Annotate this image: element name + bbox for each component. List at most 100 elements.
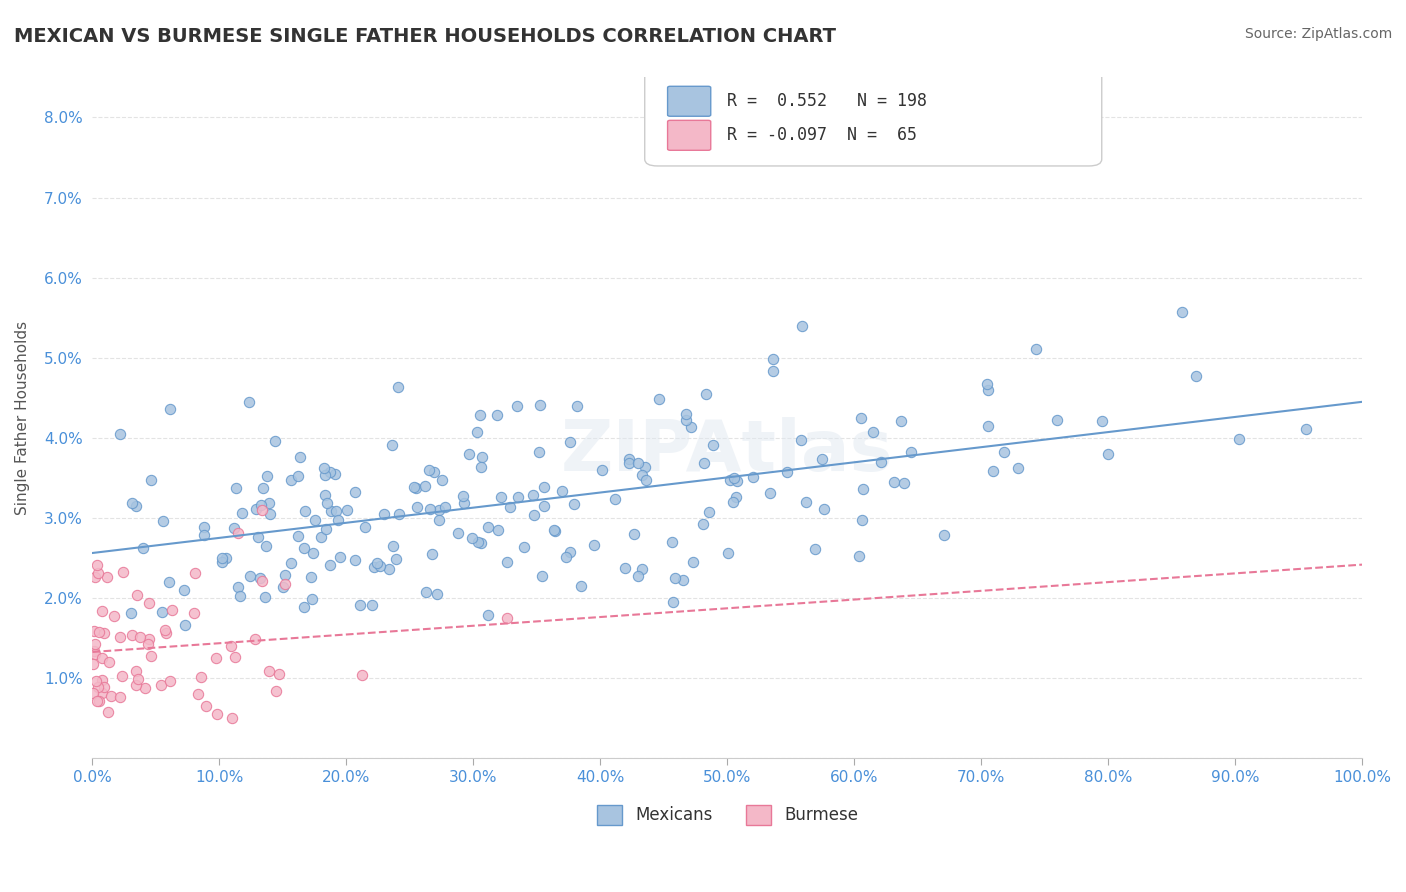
Point bbox=[254, 539, 277, 553]
Point bbox=[150, 678, 173, 692]
Point bbox=[485, 409, 508, 423]
Point bbox=[319, 558, 342, 573]
Point bbox=[194, 698, 217, 713]
Point bbox=[159, 673, 181, 688]
Point bbox=[378, 562, 401, 576]
Point bbox=[976, 377, 998, 392]
Point bbox=[870, 455, 893, 469]
Point bbox=[382, 540, 405, 554]
Point bbox=[259, 664, 281, 678]
Point bbox=[531, 568, 554, 582]
Point bbox=[193, 520, 215, 534]
Point bbox=[90, 651, 112, 665]
Point bbox=[155, 625, 177, 640]
Y-axis label: Single Father Households: Single Father Households bbox=[15, 321, 30, 515]
Point bbox=[405, 481, 427, 495]
Point bbox=[301, 591, 323, 606]
Point bbox=[187, 687, 209, 701]
Point bbox=[121, 628, 143, 642]
Point bbox=[173, 582, 195, 597]
Point bbox=[86, 558, 108, 573]
Point bbox=[271, 580, 294, 594]
Point bbox=[415, 584, 437, 599]
Point bbox=[762, 352, 785, 367]
Point bbox=[851, 513, 873, 527]
Point bbox=[84, 570, 107, 584]
Point bbox=[138, 632, 160, 647]
Point bbox=[661, 534, 683, 549]
Point bbox=[550, 483, 572, 498]
Point bbox=[138, 596, 160, 610]
Point bbox=[529, 445, 551, 459]
Point bbox=[100, 689, 122, 703]
Point bbox=[582, 538, 605, 552]
Point bbox=[264, 684, 287, 698]
Point bbox=[96, 570, 118, 584]
Point bbox=[274, 567, 297, 582]
Point bbox=[569, 579, 592, 593]
Point bbox=[496, 611, 519, 625]
Point bbox=[287, 469, 309, 483]
Point bbox=[280, 556, 302, 570]
Point bbox=[239, 568, 262, 582]
Point bbox=[294, 503, 316, 517]
Point bbox=[136, 637, 159, 651]
Point bbox=[1185, 369, 1208, 384]
Point bbox=[900, 444, 922, 458]
Point bbox=[426, 587, 449, 601]
Point bbox=[697, 505, 720, 519]
FancyBboxPatch shape bbox=[645, 70, 1102, 166]
Point bbox=[152, 515, 174, 529]
Point bbox=[477, 607, 499, 622]
Point bbox=[110, 669, 132, 683]
Point bbox=[231, 506, 253, 520]
Point bbox=[512, 541, 534, 555]
Point bbox=[506, 399, 529, 413]
Point bbox=[591, 463, 613, 477]
Point bbox=[811, 451, 834, 466]
Point bbox=[1046, 413, 1069, 427]
Point bbox=[219, 639, 242, 653]
Point bbox=[108, 427, 131, 442]
Point bbox=[427, 503, 450, 517]
Point bbox=[150, 605, 173, 619]
Point bbox=[562, 497, 585, 511]
Text: Source: ZipAtlas.com: Source: ZipAtlas.com bbox=[1244, 27, 1392, 41]
Point bbox=[762, 364, 785, 378]
Point bbox=[523, 508, 546, 523]
Point bbox=[634, 473, 657, 487]
Point bbox=[467, 534, 489, 549]
Point bbox=[103, 609, 125, 624]
Point bbox=[543, 523, 565, 537]
Point bbox=[387, 380, 409, 394]
Point bbox=[883, 475, 905, 489]
Point bbox=[617, 456, 640, 470]
Point bbox=[128, 630, 150, 644]
Point bbox=[254, 591, 277, 605]
Point bbox=[292, 600, 315, 615]
Point bbox=[413, 479, 436, 493]
Point bbox=[343, 485, 366, 500]
Point bbox=[252, 481, 274, 495]
Point bbox=[1007, 461, 1029, 475]
Point bbox=[627, 456, 650, 470]
Point bbox=[160, 603, 183, 617]
Point bbox=[533, 499, 555, 513]
Point bbox=[1097, 447, 1119, 461]
Point bbox=[229, 589, 252, 603]
Point bbox=[112, 566, 135, 580]
Point bbox=[93, 626, 115, 640]
Point bbox=[634, 459, 657, 474]
Point bbox=[86, 694, 108, 708]
Point bbox=[486, 524, 509, 538]
Point bbox=[243, 632, 266, 646]
Point bbox=[848, 549, 870, 563]
Text: MEXICAN VS BURMESE SINGLE FATHER HOUSEHOLDS CORRELATION CHART: MEXICAN VS BURMESE SINGLE FATHER HOUSEHO… bbox=[14, 27, 837, 45]
Point bbox=[205, 651, 228, 665]
Point bbox=[427, 513, 450, 527]
Point bbox=[344, 553, 367, 567]
Point bbox=[851, 411, 873, 425]
Point bbox=[98, 655, 121, 669]
Point bbox=[605, 492, 627, 507]
Point bbox=[447, 526, 470, 541]
